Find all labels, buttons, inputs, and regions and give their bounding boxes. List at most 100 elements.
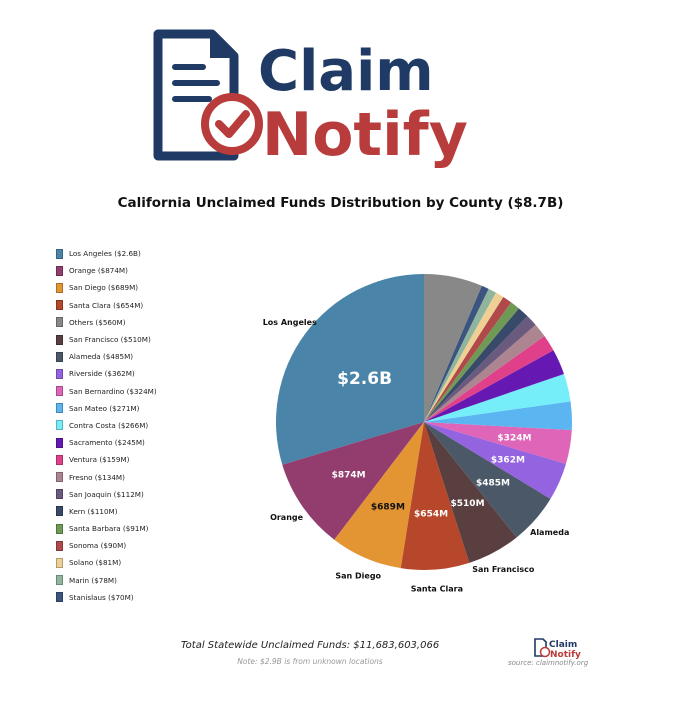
svg-text:Claim: Claim (258, 39, 434, 104)
footnote: Note: $2.9B is from unknown locations (237, 657, 383, 666)
legend-swatch (56, 265, 63, 276)
legend-label: Ventura ($159M) (69, 455, 130, 465)
claimnotify-small-logo: Claim Notify (534, 638, 581, 659)
legend-swatch (56, 334, 63, 345)
pie-slice-fresno (424, 324, 545, 422)
legend-item: San Francisco ($510M) (56, 331, 157, 348)
legend-swatch (56, 489, 63, 500)
legend-swatch (56, 506, 63, 517)
legend-label: Sonoma ($90M) (69, 541, 127, 551)
legend-swatch (56, 386, 63, 397)
legend-swatch (56, 351, 63, 362)
legend-label: Kern ($110M) (69, 506, 118, 516)
legend-label: Orange ($874M) (69, 266, 128, 276)
legend-label: Los Angeles ($2.6B) (69, 249, 141, 259)
legend-label: Sacramento ($245M) (69, 438, 145, 448)
legend-item: San Bernardino ($324M) (56, 383, 157, 400)
legend-item: Contra Costa ($266M) (56, 417, 157, 434)
pie-slice-kern (424, 308, 528, 422)
legend-label: San Bernardino ($324M) (69, 386, 157, 396)
legend-swatch (56, 557, 63, 568)
legend-swatch (56, 592, 63, 603)
pie-slice-stanislaus (424, 285, 489, 422)
legend-swatch (56, 575, 63, 586)
legend-swatch (56, 540, 63, 551)
pie-slice-alameda (424, 422, 551, 538)
slice-value-label: $654M (414, 510, 448, 520)
slice-value-label: $689M (371, 503, 405, 513)
slice-name-label: Alameda (530, 528, 569, 537)
legend-item: Alameda ($485M) (56, 348, 157, 365)
pie-slice-contra-costa (424, 373, 571, 422)
slice-value-label: $2.6B (337, 369, 392, 389)
legend-label: Solano ($81M) (69, 558, 122, 568)
legend-item: San Diego ($689M) (56, 279, 157, 296)
legend-label: Others ($560M) (69, 317, 126, 327)
legend-label: Riverside ($362M) (69, 369, 135, 379)
legend-item: Los Angeles ($2.6B) (56, 245, 157, 262)
pie-slice-sacramento (424, 350, 564, 422)
legend-swatch (56, 300, 63, 311)
legend-item: Solano ($81M) (56, 554, 157, 571)
legend-item: Santa Clara ($654M) (56, 297, 157, 314)
svg-text:Notify: Notify (262, 100, 468, 168)
pie-slice-santa-clara (400, 422, 470, 570)
legend-label: Marin ($78M) (69, 575, 117, 585)
legend-item: Sacramento ($245M) (56, 434, 157, 451)
pie-slice-others (424, 274, 482, 422)
pie-slice-ventura (424, 335, 554, 422)
legend-swatch (56, 523, 63, 534)
claimnotify-logo: Claim Notify (153, 29, 468, 168)
pie-slice-sonoma (424, 297, 512, 422)
legend-label: Fresno ($134M) (69, 472, 125, 482)
pie-slice-san-bernardino (424, 422, 572, 464)
svg-text:Claim: Claim (549, 640, 577, 650)
pie-slice-los-angeles (275, 274, 424, 465)
slice-name-label: Orange (270, 513, 304, 522)
pie-slice-santa-barbara (424, 302, 519, 422)
pie-slice-orange (282, 422, 424, 540)
legend-swatch (56, 472, 63, 483)
pie-slice-marin (424, 288, 496, 422)
pie-slice-riverside (424, 422, 566, 499)
legend-label: Santa Barbara ($91M) (69, 524, 149, 534)
slice-value-label: $874M (332, 470, 366, 480)
slice-name-label: San Francisco (472, 565, 535, 574)
legend-label: Santa Clara ($654M) (69, 300, 144, 310)
legend-swatch (56, 403, 63, 414)
pie-slice-solano (424, 292, 504, 422)
legend-item: Kern ($110M) (56, 503, 157, 520)
legend-swatch (56, 282, 63, 293)
pie-slice-san-diego (334, 422, 424, 569)
legend-swatch (56, 248, 63, 259)
legend-label: Contra Costa ($266M) (69, 420, 149, 430)
slice-name-label: Santa Clara (411, 585, 463, 594)
slice-name-label: Los Angeles (263, 318, 317, 327)
legend-item: Ventura ($159M) (56, 451, 157, 468)
legend-swatch (56, 437, 63, 448)
slice-value-label: $362M (491, 455, 525, 465)
legend-swatch (56, 368, 63, 379)
legend-item: Stanislaus ($70M) (56, 589, 157, 606)
chart-title: California Unclaimed Funds Distribution … (117, 195, 564, 211)
legend-item: Others ($560M) (56, 314, 157, 331)
total-funds: Total Statewide Unclaimed Funds: $11,683… (180, 640, 440, 651)
legend-item: Marin ($78M) (56, 572, 157, 589)
slice-value-label: $324M (497, 434, 531, 444)
legend-swatch (56, 454, 63, 465)
legend-item: Sonoma ($90M) (56, 537, 157, 554)
legend-label: San Joaquin ($112M) (69, 489, 144, 499)
slice-value-label: $510M (451, 499, 485, 509)
pie-slice-san-joaquin (424, 316, 536, 422)
legend-swatch (56, 420, 63, 431)
legend-label: San Diego ($689M) (69, 283, 139, 293)
legend-item: Riverside ($362M) (56, 365, 157, 382)
slice-value-label: $485M (476, 479, 510, 489)
legend-item: San Mateo ($271M) (56, 400, 157, 417)
svg-text:Notify: Notify (550, 650, 581, 659)
legend-item: Santa Barbara ($91M) (56, 520, 157, 537)
pie-slice-san-mateo (424, 401, 572, 431)
legend-swatch (56, 317, 63, 328)
legend-item: Orange ($874M) (56, 262, 157, 279)
